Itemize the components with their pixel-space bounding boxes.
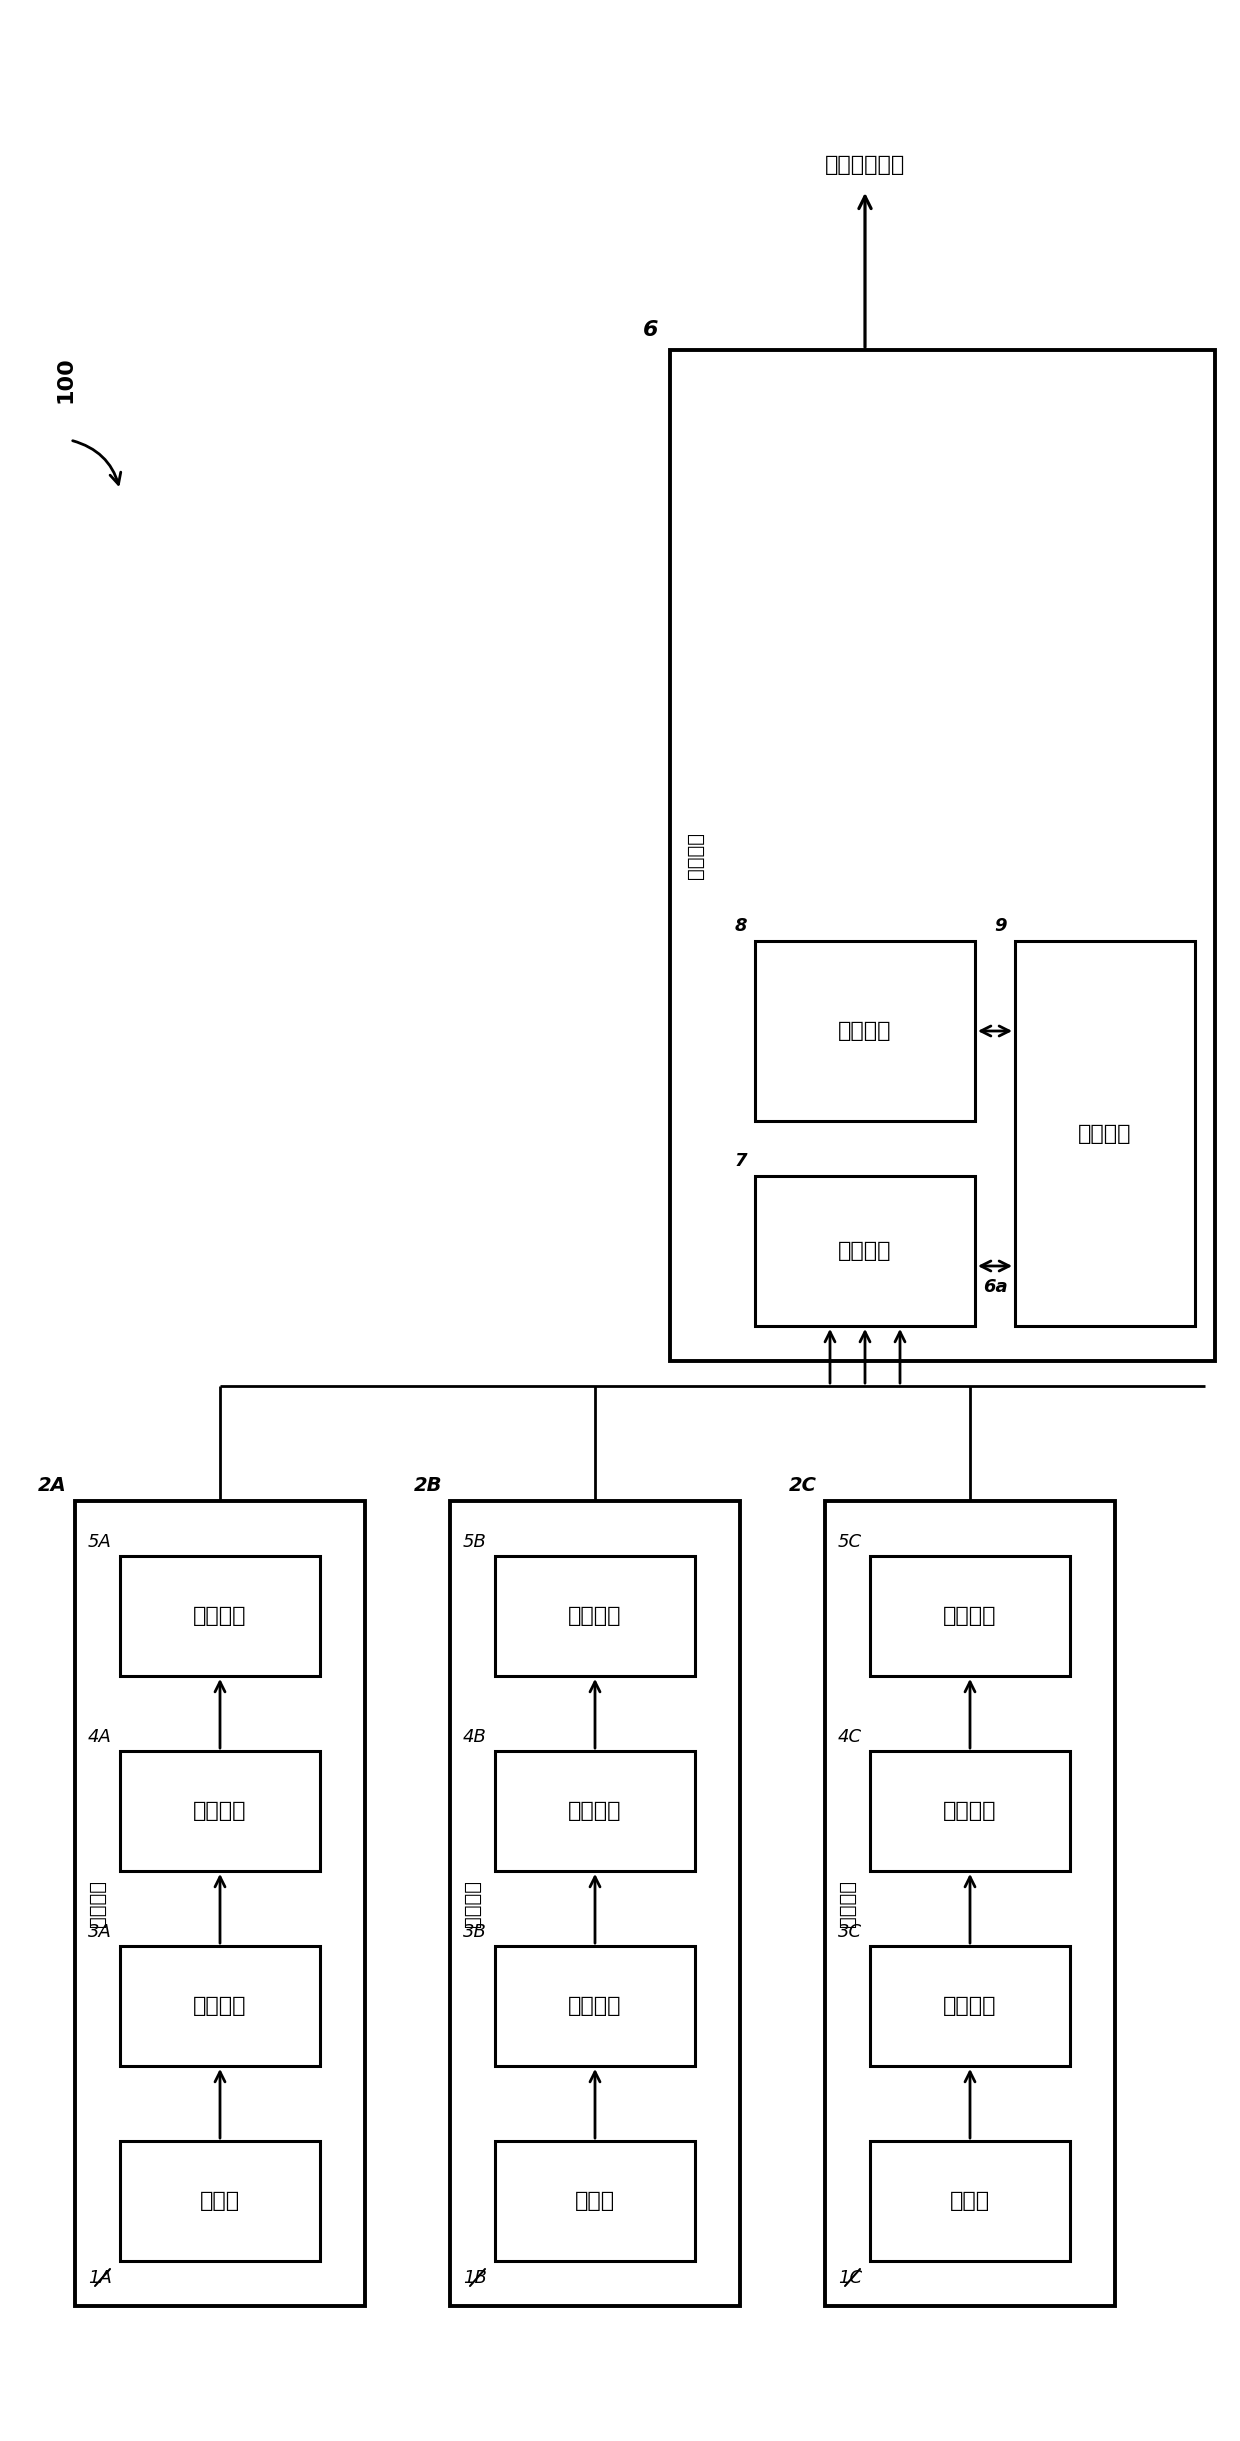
Bar — [120, 1750, 320, 1870]
Bar — [670, 349, 1215, 1362]
Text: 运算单元: 运算单元 — [838, 1020, 892, 1040]
Bar — [120, 2141, 320, 2260]
FancyArrowPatch shape — [73, 442, 120, 483]
Text: 存储单元: 存储单元 — [1079, 1123, 1132, 1142]
Text: 运算装置: 运算装置 — [837, 1880, 857, 1926]
Text: 运算单元: 运算单元 — [568, 1801, 621, 1821]
Text: 3B: 3B — [463, 1924, 487, 1941]
Text: 6a: 6a — [982, 1279, 1007, 1296]
Bar — [870, 1750, 1070, 1870]
Text: 3C: 3C — [838, 1924, 862, 1941]
Text: 1C: 1C — [838, 2270, 862, 2287]
Bar — [74, 1501, 365, 2307]
Text: 4A: 4A — [88, 1728, 112, 1745]
Bar — [825, 1501, 1115, 2307]
Text: 100: 100 — [55, 356, 74, 403]
Text: 转换单元: 转换单元 — [944, 1997, 997, 2016]
Bar — [495, 2141, 694, 2260]
Text: 8: 8 — [734, 918, 746, 935]
Text: 2A: 2A — [38, 1477, 67, 1494]
Bar — [755, 940, 975, 1120]
Bar — [495, 1750, 694, 1870]
Text: 2C: 2C — [789, 1477, 817, 1494]
Text: 运算单元: 运算单元 — [193, 1801, 247, 1821]
Text: 1A: 1A — [88, 2270, 112, 2287]
Bar — [870, 1945, 1070, 2065]
Text: 输出单元: 输出单元 — [568, 1606, 621, 1626]
Text: 2B: 2B — [413, 1477, 441, 1494]
Text: 4C: 4C — [838, 1728, 862, 1745]
Text: 4B: 4B — [463, 1728, 487, 1745]
Text: 运算装置: 运算装置 — [686, 832, 704, 879]
Text: 7: 7 — [734, 1152, 746, 1169]
Text: 5C: 5C — [838, 1533, 862, 1550]
Text: 6: 6 — [642, 320, 658, 339]
Text: 5A: 5A — [88, 1533, 112, 1550]
Text: 转换单元: 转换单元 — [193, 1997, 247, 2016]
Text: 运算装置: 运算装置 — [463, 1880, 481, 1926]
Text: 5B: 5B — [463, 1533, 487, 1550]
Text: 转换单元: 转换单元 — [568, 1997, 621, 2016]
Bar — [870, 1555, 1070, 1677]
Bar — [120, 1555, 320, 1677]
Text: 9: 9 — [994, 918, 1007, 935]
Bar — [870, 2141, 1070, 2260]
Bar — [495, 1945, 694, 2065]
Text: 运算装置: 运算装置 — [88, 1880, 107, 1926]
Text: 3A: 3A — [88, 1924, 112, 1941]
Text: 输入单元: 输入单元 — [838, 1240, 892, 1262]
Text: 传感器: 传感器 — [950, 2192, 990, 2212]
Text: 识别结果数据: 识别结果数据 — [825, 154, 905, 176]
Text: 传感器: 传感器 — [575, 2192, 615, 2212]
Text: 输出单元: 输出单元 — [193, 1606, 247, 1626]
Bar — [755, 1177, 975, 1325]
Bar — [120, 1945, 320, 2065]
Text: 传感器: 传感器 — [200, 2192, 241, 2212]
Bar — [450, 1501, 740, 2307]
Text: 运算单元: 运算单元 — [944, 1801, 997, 1821]
Text: 1B: 1B — [463, 2270, 487, 2287]
Bar — [495, 1555, 694, 1677]
Bar — [1016, 940, 1195, 1325]
Text: 输出单元: 输出单元 — [944, 1606, 997, 1626]
